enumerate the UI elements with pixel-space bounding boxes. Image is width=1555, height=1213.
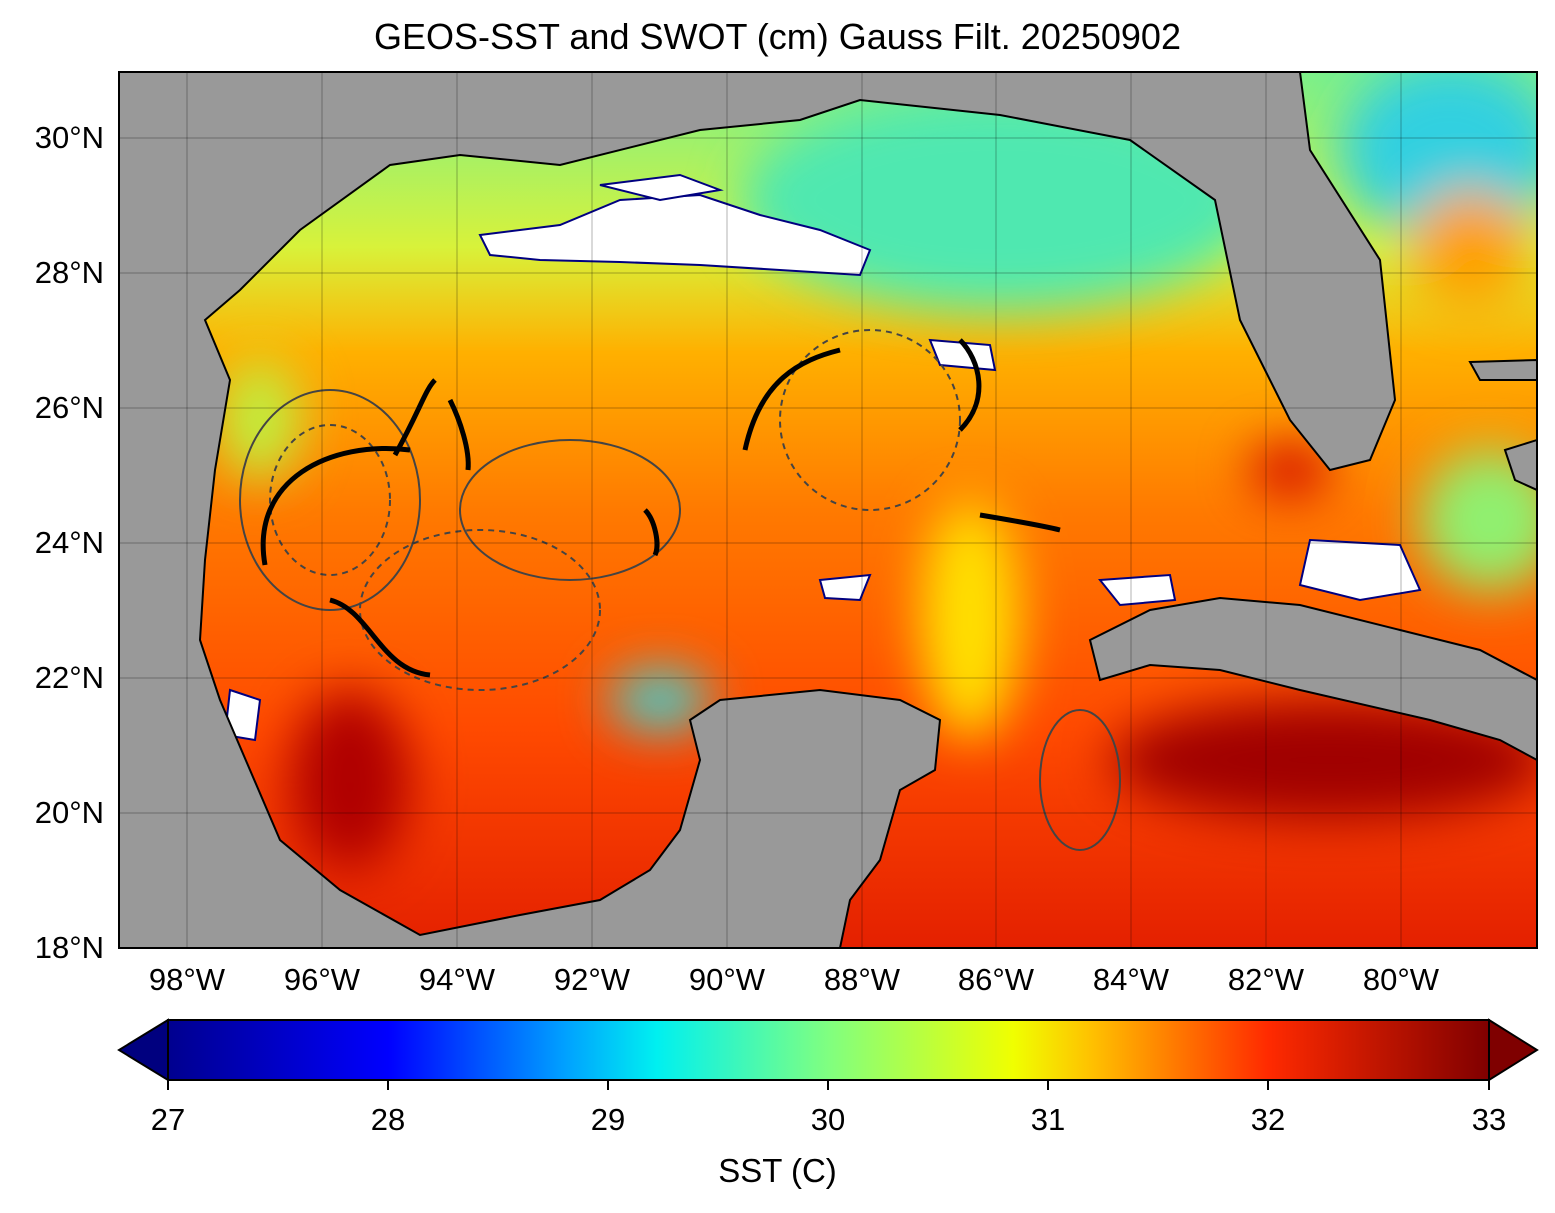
colorbar-tick-label: 27	[150, 1102, 186, 1137]
land-cuba	[1088, 596, 1537, 762]
lon-tick-label: 96°W	[283, 962, 361, 997]
sst-anomalies	[220, 72, 1537, 870]
land	[119, 72, 1537, 948]
lat-tick-label: 30°N	[34, 120, 104, 155]
colorbar-extend-low	[117, 1018, 169, 1082]
lon-tick-label: 84°W	[1092, 962, 1170, 997]
land-andros	[1503, 438, 1537, 492]
colorbar-label: SST (C)	[718, 1152, 837, 1189]
lat-tick-label: 28°N	[34, 255, 104, 290]
colorbar-gradient	[167, 1019, 1490, 1081]
lon-tick-label: 86°W	[957, 962, 1035, 997]
lat-tick-label: 24°N	[34, 525, 104, 560]
colorbar-tick-label: 32	[1250, 1102, 1286, 1137]
lon-tick-label: 92°W	[553, 962, 631, 997]
colorbar-tick-label: 33	[1471, 1102, 1507, 1137]
lon-tick-label: 88°W	[823, 962, 901, 997]
lat-tick-label: 26°N	[34, 390, 104, 425]
figure-title: GEOS-SST and SWOT (cm) Gauss Filt. 20250…	[374, 16, 1181, 57]
map-frame	[118, 71, 1538, 949]
lat-tick-label: 22°N	[34, 660, 104, 695]
colorbar-tick-label: 28	[370, 1102, 406, 1137]
graticule	[119, 72, 1537, 948]
lon-tick-label: 94°W	[418, 962, 496, 997]
colorbar-tick-label: 31	[1030, 1102, 1066, 1137]
lon-tick-label: 80°W	[1362, 962, 1440, 997]
cloud-mask	[223, 173, 1422, 742]
land-bahamas	[1468, 358, 1537, 381]
lon-tick-label: 82°W	[1227, 962, 1305, 997]
land-north-america	[119, 72, 1397, 948]
colorbar-tick-label: 30	[810, 1102, 846, 1137]
lat-tick-label: 18°N	[34, 930, 104, 965]
colorbar-tick-label: 29	[590, 1102, 626, 1137]
lon-tick-label: 98°W	[148, 962, 226, 997]
lon-tick-label: 90°W	[688, 962, 766, 997]
colorbar	[117, 1018, 1539, 1090]
ssh-contours	[239, 329, 1121, 851]
colorbar-extend-high	[1488, 1018, 1539, 1082]
lat-tick-label: 20°N	[34, 795, 104, 830]
